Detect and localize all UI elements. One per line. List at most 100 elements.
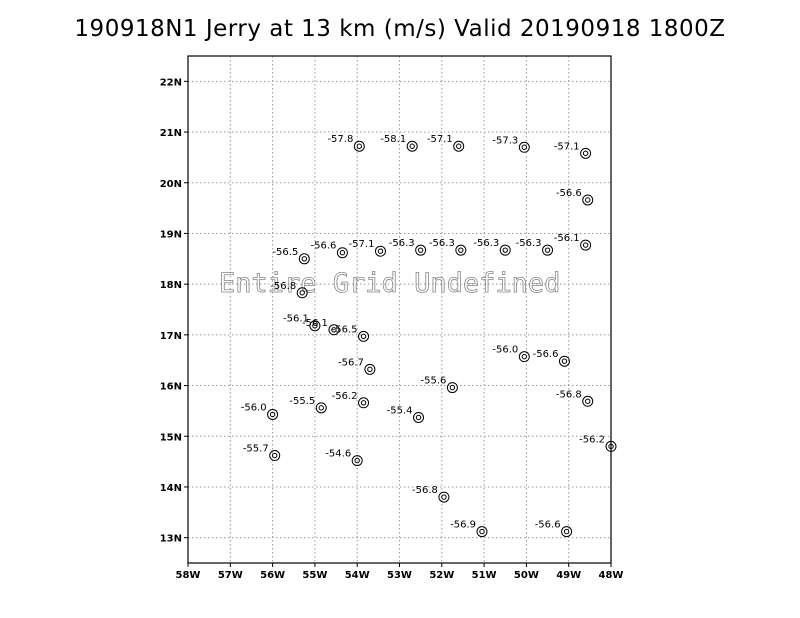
station-value-label: -56.7 <box>338 357 364 368</box>
station-dot <box>521 144 527 150</box>
station-ring <box>315 402 327 414</box>
station: -56.8 <box>556 389 594 407</box>
station-ring <box>499 244 511 256</box>
station-value-label: -56.8 <box>270 281 296 292</box>
station: -57.8 <box>327 134 365 152</box>
y-tick-label: 22N <box>160 77 182 88</box>
station: -56.3 <box>516 238 554 256</box>
x-tick-label: 51W <box>472 570 497 581</box>
station: -56.6 <box>311 241 348 259</box>
x-tick-label: 58W <box>176 570 201 581</box>
station-dot <box>458 247 464 253</box>
station-ring <box>267 408 279 420</box>
station-ring <box>336 247 348 259</box>
station-dot <box>272 452 278 459</box>
station-ring <box>364 363 376 375</box>
station-ring <box>413 411 425 423</box>
station: -57.1 <box>349 239 386 257</box>
chart-title: 190918N1 Jerry at 13 km (m/s) Valid 2019… <box>74 16 726 42</box>
station-ring <box>296 287 308 299</box>
station-ring <box>358 330 370 342</box>
y-tick-label: 17N <box>160 331 182 342</box>
station-value-label: -56.6 <box>535 520 561 531</box>
y-tick-label: 15N <box>160 432 182 443</box>
station-dot <box>582 242 589 248</box>
station-value-label: -57.1 <box>554 141 580 152</box>
station: -56.3 <box>473 238 511 256</box>
station-dot <box>339 250 346 256</box>
y-tick-label: 14N <box>160 483 182 494</box>
station-value-label: -57.3 <box>492 135 518 146</box>
y-axis-tick-labels: 13N 14N 15N 16N 17N 18N 19N 20N 21N 22N <box>160 77 188 545</box>
station-ring <box>518 141 530 153</box>
station: -56.5 <box>332 324 370 342</box>
station: -56.9 <box>450 520 488 538</box>
station-ring <box>453 140 465 152</box>
station: -57.1 <box>427 134 465 152</box>
station-value-label: -56.9 <box>450 520 476 531</box>
station-ring <box>542 244 554 256</box>
station: -56.3 <box>389 238 427 256</box>
station: -55.5 <box>289 396 327 414</box>
station-value-label: -55.7 <box>243 444 269 455</box>
station-ring <box>455 244 467 256</box>
station-ring <box>446 382 458 394</box>
station-dot <box>354 457 360 464</box>
x-tick-label: 56W <box>260 570 285 581</box>
station-value-label: -56.1 <box>554 233 580 244</box>
station-dot <box>561 358 568 364</box>
station-ring <box>476 526 488 538</box>
station-value-label: -55.5 <box>289 396 315 407</box>
station-ring <box>580 147 592 159</box>
station: -56.8 <box>270 281 308 299</box>
station-value-label: -56.6 <box>533 349 559 360</box>
station-dot <box>409 143 415 149</box>
station-ring <box>406 140 418 152</box>
station-value-label: -56.6 <box>311 241 337 252</box>
station-dot <box>585 197 591 203</box>
grid-lines <box>188 56 611 563</box>
station-dot <box>479 528 485 535</box>
station-ring <box>358 397 370 409</box>
y-tick-label: 18N <box>160 280 182 291</box>
y-tick-label: 21N <box>160 128 182 139</box>
station: -56.0 <box>492 345 530 363</box>
x-tick-label: 54W <box>345 570 370 581</box>
station-value-label: -57.8 <box>327 134 353 145</box>
station: -56.3 <box>429 238 467 256</box>
station: -56.1 <box>302 318 340 336</box>
station-ring <box>328 324 340 336</box>
x-tick-label: 48W <box>599 570 624 581</box>
station-value-label: -56.3 <box>473 238 499 249</box>
station-value-label: -56.0 <box>241 402 267 413</box>
y-tick-label: 19N <box>160 229 182 240</box>
station-ring <box>351 455 363 467</box>
station: -56.0 <box>241 402 279 420</box>
station-value-label: -56.8 <box>412 485 438 496</box>
x-tick-label: 53W <box>387 570 412 581</box>
station-value-label: -56.3 <box>429 238 455 249</box>
station: -56.6 <box>556 188 594 206</box>
station: -54.6 <box>325 449 363 467</box>
station: -58.1 <box>380 134 418 152</box>
station-dot <box>299 290 305 296</box>
station-dot <box>318 405 324 411</box>
station-dot <box>456 143 462 149</box>
y-tick-label: 20N <box>160 179 182 190</box>
station-dot <box>367 366 373 373</box>
station-dot <box>585 398 591 404</box>
station-value-label: -56.5 <box>272 247 298 258</box>
station-value-label: -55.4 <box>387 405 413 416</box>
station-dot <box>301 256 308 262</box>
x-axis-tick-labels: 58W 57W 56W 55W 54W 53W 52W 51W 50W 49W 48W <box>176 563 624 581</box>
station-ring <box>353 140 365 152</box>
station-value-label: -56.1 <box>283 314 309 325</box>
x-tick-label: 52W <box>429 570 454 581</box>
station: -55.6 <box>421 376 458 394</box>
station-ring <box>269 450 281 462</box>
plot-frame <box>187 55 612 564</box>
station-dot <box>356 143 363 149</box>
station-value-label: -56.1 <box>302 318 328 329</box>
station-dot <box>563 528 570 535</box>
